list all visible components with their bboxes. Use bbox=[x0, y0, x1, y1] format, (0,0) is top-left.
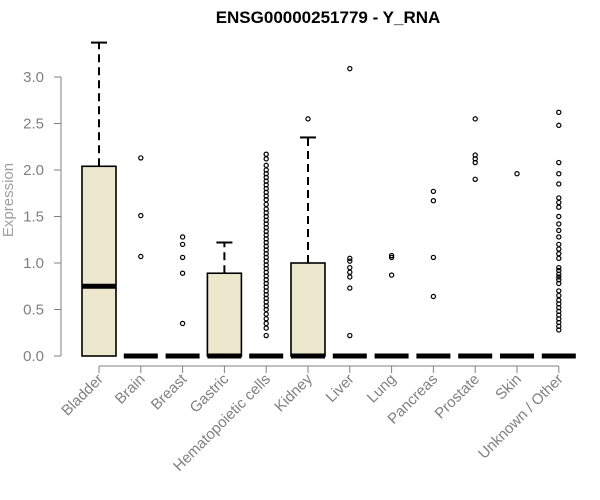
y-tick-label: 2.5 bbox=[23, 116, 44, 133]
chart-title: ENSG00000251779 - Y_RNA bbox=[216, 8, 441, 27]
outlier-point bbox=[556, 199, 562, 206]
y-tick-label: 1.5 bbox=[23, 209, 44, 226]
outlier-point bbox=[388, 252, 395, 259]
outlier-point bbox=[179, 320, 186, 327]
box-iqr bbox=[81, 165, 117, 357]
outlier-point bbox=[556, 264, 562, 271]
box-prostate bbox=[458, 116, 493, 359]
outlier-point bbox=[556, 327, 562, 333]
box-liver bbox=[332, 65, 367, 359]
y-tick-label: 0.5 bbox=[23, 302, 44, 319]
box-lung bbox=[374, 252, 409, 359]
outlier-point bbox=[430, 188, 437, 195]
outlier-point bbox=[347, 285, 353, 291]
y-tick-label: 3.0 bbox=[23, 69, 44, 86]
box-pancreas bbox=[416, 188, 451, 359]
outlier-point bbox=[556, 109, 562, 116]
outlier-point bbox=[556, 246, 562, 252]
outlier-point bbox=[263, 325, 269, 331]
outlier-point bbox=[556, 280, 562, 287]
outlier-point bbox=[347, 65, 353, 72]
y-tick-label: 2.0 bbox=[23, 162, 44, 179]
outlier-point bbox=[556, 204, 562, 210]
box-iqr bbox=[290, 262, 326, 357]
outlier-point bbox=[514, 171, 520, 177]
box-hematopoietic-cells bbox=[249, 151, 284, 359]
outlier-point bbox=[347, 255, 353, 262]
outlier-point bbox=[179, 234, 186, 240]
outlier-point bbox=[347, 269, 353, 275]
y-axis-label: Expression bbox=[0, 163, 17, 237]
x-tick-label: Kidney bbox=[271, 370, 316, 415]
outlier-point bbox=[263, 201, 269, 208]
outlier-point bbox=[263, 151, 269, 157]
x-tick-label: Prostate bbox=[431, 371, 483, 423]
outlier-point bbox=[430, 293, 437, 300]
outlier-point bbox=[347, 264, 353, 271]
box-iqr bbox=[206, 272, 243, 357]
outlier-point bbox=[347, 332, 353, 339]
outlier-point bbox=[472, 159, 478, 166]
x-tick-label: Brain bbox=[112, 371, 149, 408]
outlier-point bbox=[556, 271, 562, 277]
outlier-point bbox=[347, 258, 353, 264]
outlier-point bbox=[556, 227, 562, 234]
outlier-point bbox=[179, 270, 186, 276]
y-axis: 0.0 0.5 1.0 1.5 2.0 2.5 3.0 bbox=[23, 69, 62, 365]
outlier-point bbox=[556, 213, 562, 220]
box-breast bbox=[165, 234, 200, 359]
outlier-point bbox=[138, 212, 144, 219]
outlier-point bbox=[472, 116, 478, 122]
outlier-point bbox=[556, 250, 562, 257]
y-tick-label: 1.0 bbox=[23, 255, 44, 272]
box-gastric bbox=[206, 241, 243, 359]
box-unknown-other bbox=[541, 109, 576, 359]
outlier-point bbox=[388, 254, 395, 261]
outlier-point bbox=[263, 162, 269, 169]
outlier-point bbox=[179, 241, 186, 248]
box-bladder bbox=[81, 41, 117, 357]
outlier-point bbox=[556, 159, 562, 166]
outlier-point bbox=[179, 254, 186, 261]
outlier-point bbox=[305, 116, 311, 122]
outlier-point bbox=[556, 171, 562, 177]
x-tick-label: Breast bbox=[148, 370, 191, 413]
outlier-point bbox=[347, 274, 353, 280]
box-kidney bbox=[290, 116, 326, 359]
outlier-point bbox=[138, 155, 144, 161]
outlier-point bbox=[263, 156, 269, 162]
box-brain bbox=[123, 155, 158, 359]
outlier-point bbox=[556, 122, 562, 129]
x-tick-label: Bladder bbox=[58, 371, 107, 420]
outlier-point bbox=[138, 253, 144, 260]
outlier-point bbox=[556, 221, 562, 227]
outlier-point bbox=[556, 181, 562, 187]
outlier-point bbox=[556, 255, 562, 262]
outlier-point bbox=[263, 311, 269, 317]
outlier-point bbox=[263, 320, 269, 327]
x-tick-label: Skin bbox=[492, 371, 525, 404]
outlier-point bbox=[556, 234, 562, 240]
outlier-point bbox=[430, 197, 437, 204]
boxes-group bbox=[81, 41, 576, 359]
outlier-point bbox=[556, 241, 562, 248]
outlier-point bbox=[472, 176, 478, 182]
x-tick-label: Liver bbox=[323, 371, 358, 406]
outlier-point bbox=[430, 254, 437, 261]
outlier-point bbox=[388, 272, 395, 278]
outlier-point bbox=[263, 332, 269, 339]
outlier-point bbox=[263, 316, 269, 322]
x-tick-label: Lung bbox=[364, 371, 400, 407]
outlier-point bbox=[556, 195, 562, 201]
box-skin bbox=[500, 171, 534, 359]
outlier-point bbox=[556, 274, 562, 280]
outlier-point bbox=[556, 292, 562, 299]
outlier-point bbox=[556, 288, 562, 294]
y-tick-label: 0.0 bbox=[23, 348, 44, 365]
